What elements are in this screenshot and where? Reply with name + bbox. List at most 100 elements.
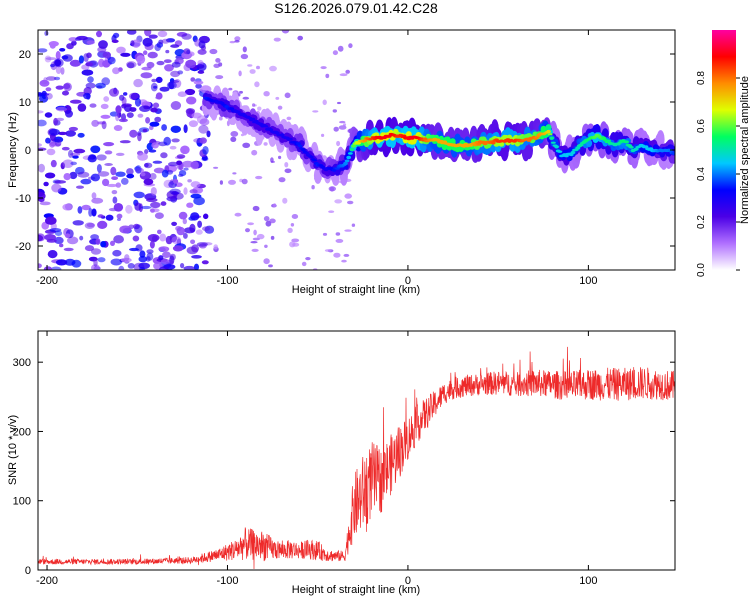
noise-blob xyxy=(170,101,182,110)
noise-blob xyxy=(119,225,132,234)
noise-blob xyxy=(321,133,325,137)
noise-blob xyxy=(140,205,152,210)
noise-blob xyxy=(169,255,175,265)
noise-blob xyxy=(147,51,158,59)
noise-blob xyxy=(311,185,315,190)
noise-blob xyxy=(181,33,192,40)
ridge-blob xyxy=(554,145,559,149)
ridge-blob xyxy=(643,145,649,148)
noise-blob xyxy=(146,61,155,69)
noise-blob xyxy=(199,118,210,126)
noise-blob xyxy=(180,145,190,155)
noise-blob xyxy=(153,167,165,174)
noise-blob xyxy=(38,263,42,269)
noise-blob xyxy=(194,263,199,270)
noise-blob xyxy=(123,92,128,96)
noise-blob xyxy=(332,50,338,56)
noise-blob xyxy=(102,178,110,187)
noise-blob xyxy=(150,208,155,213)
noise-blob xyxy=(240,53,249,60)
noise-blob xyxy=(43,266,53,270)
noise-blob xyxy=(45,216,57,225)
colorbar-tick-label: 0.4 xyxy=(696,167,707,181)
noise-blob xyxy=(137,113,144,118)
noise-blob xyxy=(143,50,148,55)
noise-blob xyxy=(190,77,196,82)
ridge-blob xyxy=(343,161,348,166)
noise-blob xyxy=(190,181,201,188)
noise-blob xyxy=(70,161,77,166)
noise-blob xyxy=(72,220,84,226)
noise-blob xyxy=(55,259,68,266)
noise-blob xyxy=(54,180,67,184)
snr-series-line xyxy=(38,346,675,570)
noise-blob xyxy=(183,48,191,55)
noise-blob xyxy=(69,59,81,67)
noise-blob xyxy=(176,226,185,236)
noise-blob xyxy=(182,218,187,225)
noise-blob xyxy=(176,160,183,166)
noise-blob xyxy=(44,112,53,118)
noise-blob xyxy=(268,264,273,268)
noise-blob xyxy=(320,66,327,70)
noise-blob xyxy=(46,148,56,156)
noise-blob xyxy=(77,171,90,178)
noise-blob xyxy=(343,253,350,257)
noise-blob xyxy=(152,160,163,164)
noise-blob xyxy=(103,96,110,102)
noise-blob xyxy=(171,61,181,68)
y-tick-label: 300 xyxy=(13,357,31,369)
noise-blob xyxy=(347,200,354,205)
noise-blob xyxy=(286,116,292,121)
noise-blob xyxy=(38,234,44,242)
noise-blob xyxy=(334,199,343,204)
noise-blob xyxy=(151,142,159,149)
noise-blob xyxy=(68,149,74,158)
noise-blob xyxy=(102,51,111,59)
noise-blob xyxy=(161,169,169,178)
noise-blob xyxy=(163,136,171,146)
noise-blob xyxy=(198,124,209,134)
noise-blob xyxy=(91,192,97,200)
noise-blob xyxy=(76,35,88,41)
noise-blob xyxy=(133,191,145,199)
noise-blob xyxy=(57,131,68,136)
noise-blob xyxy=(46,239,57,243)
noise-blob xyxy=(154,212,164,219)
noise-blob xyxy=(143,178,154,186)
noise-blob xyxy=(130,40,135,47)
noise-blob xyxy=(238,70,242,77)
noise-blob xyxy=(152,102,160,109)
noise-blob xyxy=(80,178,92,185)
noise-blob xyxy=(63,173,71,181)
x-tick-label: 0 xyxy=(405,575,411,587)
noise-blob xyxy=(140,72,153,79)
noise-blob xyxy=(150,201,161,209)
noise-blob xyxy=(151,78,157,83)
y-tick-label: -20 xyxy=(15,241,31,253)
noise-blob xyxy=(270,157,274,163)
noise-blob xyxy=(97,257,106,263)
noise-blob xyxy=(67,236,79,245)
noise-blob xyxy=(90,173,100,182)
noise-blob xyxy=(219,180,223,185)
noise-blob xyxy=(247,64,253,67)
spectrogram-xlabel: Height of straight line (km) xyxy=(292,284,420,296)
noise-blob xyxy=(86,40,96,45)
noise-blob xyxy=(143,105,150,110)
noise-blob xyxy=(91,264,100,270)
noise-blob xyxy=(213,244,218,250)
noise-blob xyxy=(110,240,115,246)
noise-blob xyxy=(132,235,140,242)
ridge-blob xyxy=(296,142,301,146)
noise-blob xyxy=(126,62,135,69)
noise-blob xyxy=(116,213,123,219)
colorbar-tick-label: 0.0 xyxy=(696,263,707,277)
noise-blob xyxy=(169,145,177,150)
ridge-blob xyxy=(356,141,361,145)
noise-blob xyxy=(77,206,83,214)
noise-blob xyxy=(189,189,198,194)
noise-blob xyxy=(146,249,154,254)
noise-blob xyxy=(158,246,170,252)
noise-blob xyxy=(50,159,57,168)
